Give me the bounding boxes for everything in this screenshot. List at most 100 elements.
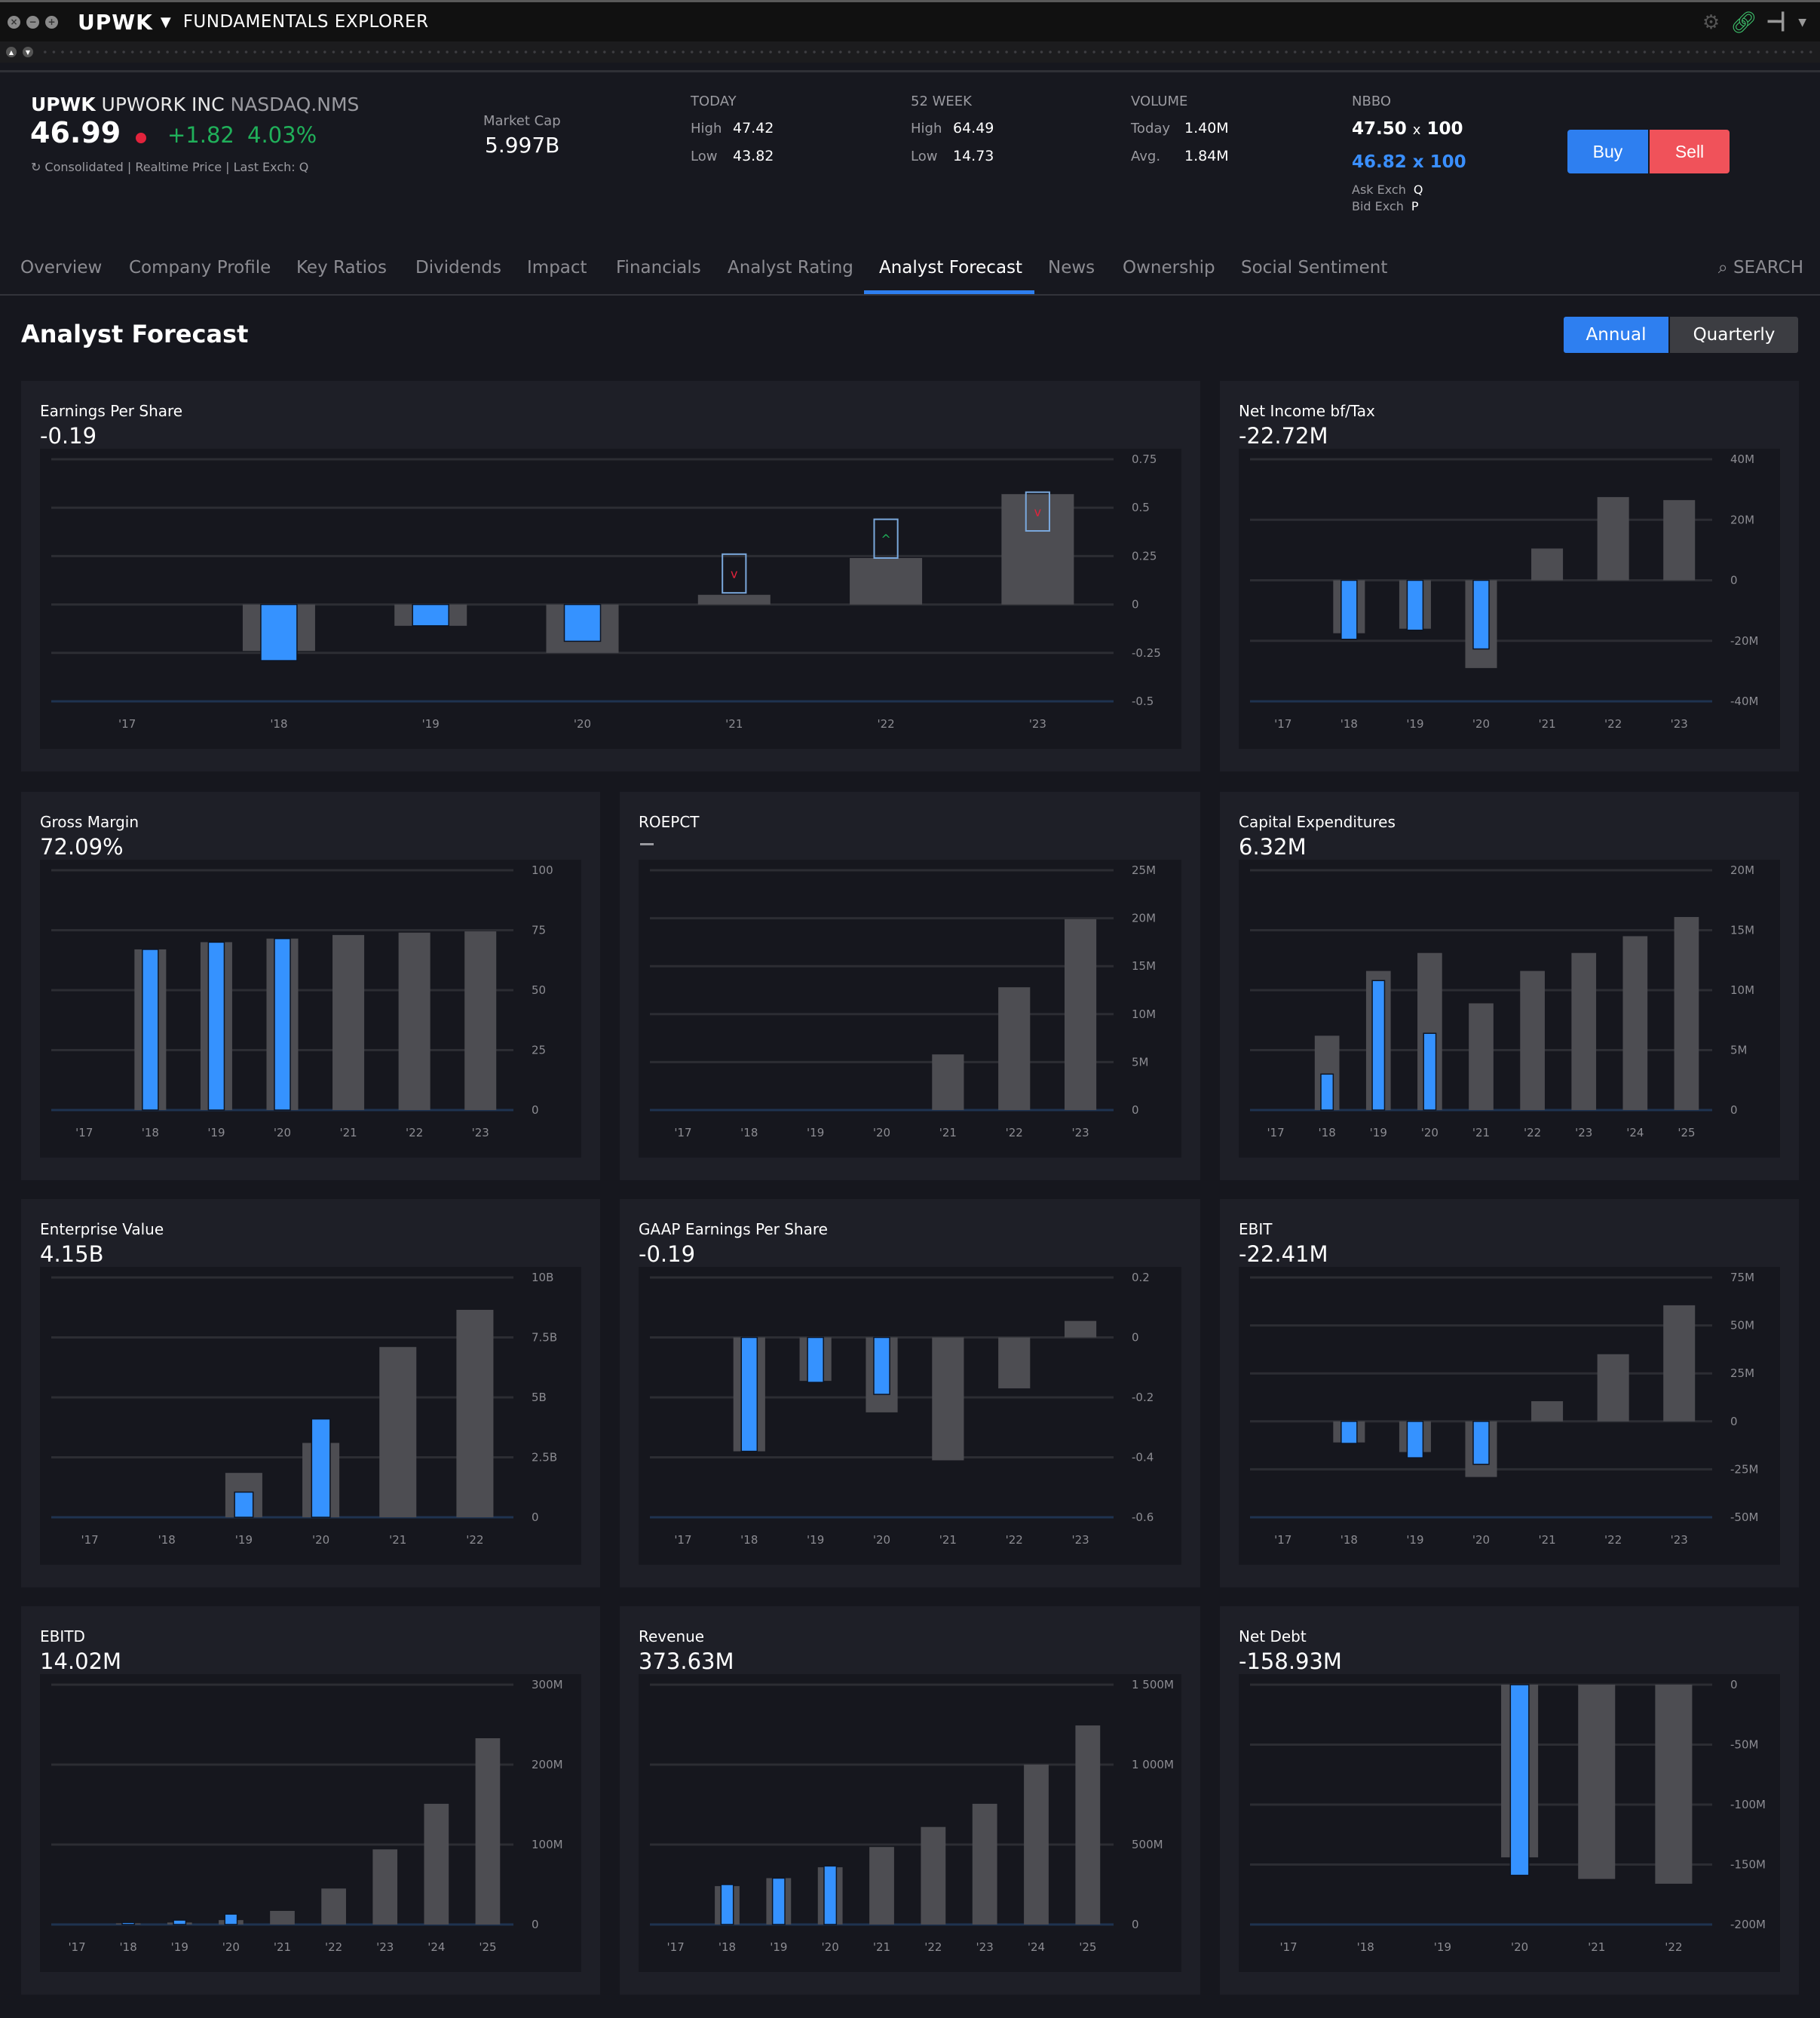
x-tick-label: '18: [270, 717, 287, 731]
estimate-bar[interactable]: [1597, 1354, 1629, 1421]
pin-dropdown-icon[interactable]: ▼: [1798, 16, 1806, 29]
close-window-icon[interactable]: ×: [8, 15, 20, 29]
y-tick-label: 10B: [532, 1271, 553, 1284]
annual-toggle[interactable]: Annual: [1564, 317, 1668, 353]
actual-bar[interactable]: [142, 949, 159, 1111]
estimate-bar[interactable]: [1571, 952, 1597, 1110]
estimate-bar[interactable]: [332, 934, 365, 1110]
tab-company-profile[interactable]: Company Profile: [129, 258, 271, 278]
estimate-bar[interactable]: [456, 1309, 494, 1517]
actual-bar[interactable]: [1406, 579, 1424, 631]
actual-bar[interactable]: [224, 1913, 238, 1925]
maximize-window-icon[interactable]: +: [45, 15, 58, 29]
estimate-bar[interactable]: [1520, 971, 1545, 1110]
actual-bar[interactable]: [807, 1336, 824, 1383]
estimate-bar[interactable]: [1075, 1725, 1101, 1924]
scroll-down-icon[interactable]: ▼: [23, 47, 33, 57]
actual-bar[interactable]: [1472, 579, 1490, 650]
estimate-bar[interactable]: [921, 1826, 946, 1924]
estimate-bar[interactable]: [972, 1803, 997, 1924]
estimate-bar[interactable]: [697, 594, 771, 605]
actual-bar[interactable]: [1340, 1421, 1358, 1444]
estimate-range-box[interactable]: [722, 553, 747, 594]
symbol-dropdown-icon[interactable]: ▼: [160, 14, 171, 30]
actual-bar[interactable]: [1371, 980, 1386, 1111]
tab-analyst-forecast[interactable]: Analyst Forecast: [879, 258, 1023, 278]
actual-bar[interactable]: [740, 1336, 758, 1452]
buy-button[interactable]: Buy: [1567, 130, 1648, 173]
tab-impact[interactable]: Impact: [527, 258, 587, 278]
estimate-bar[interactable]: [932, 1337, 964, 1461]
estimate-bar[interactable]: [270, 1910, 295, 1924]
actual-bar[interactable]: [563, 603, 602, 643]
toolbar-drag-handle[interactable]: [41, 51, 1817, 54]
actual-bar[interactable]: [823, 1865, 838, 1925]
tab-financials[interactable]: Financials: [616, 258, 701, 278]
estimate-bar[interactable]: [1024, 1765, 1049, 1924]
actual-bar[interactable]: [207, 941, 225, 1111]
estimate-bar[interactable]: [424, 1803, 449, 1924]
y-tick-label: 0: [1132, 598, 1139, 612]
sell-button[interactable]: Sell: [1650, 130, 1730, 173]
estimate-bar[interactable]: [869, 1847, 894, 1924]
actual-bar[interactable]: [873, 1336, 890, 1395]
estimate-bar[interactable]: [1469, 1003, 1494, 1110]
tab-social-sentiment[interactable]: Social Sentiment: [1241, 258, 1388, 278]
estimate-bar[interactable]: [1064, 1320, 1097, 1338]
estimate-bar[interactable]: [850, 557, 923, 605]
estimate-bar[interactable]: [1663, 500, 1696, 581]
estimate-bar[interactable]: [932, 1054, 964, 1110]
refresh-icon[interactable]: ↻: [31, 160, 41, 174]
actual-bar[interactable]: [1509, 1684, 1530, 1876]
actual-bar[interactable]: [412, 603, 449, 627]
settings-gear-icon[interactable]: ⚙: [1702, 11, 1720, 34]
estimate-bar[interactable]: [1597, 497, 1629, 581]
estimate-bar[interactable]: [372, 1849, 398, 1924]
estimate-bar[interactable]: [1674, 917, 1699, 1110]
estimate-bar[interactable]: [379, 1347, 417, 1517]
estimate-bar[interactable]: [998, 987, 1031, 1110]
estimate-bar[interactable]: [1578, 1685, 1616, 1879]
estimate-bar[interactable]: [398, 932, 430, 1110]
actual-bar[interactable]: [274, 937, 291, 1111]
tab-news[interactable]: News: [1048, 258, 1095, 278]
estimate-bar[interactable]: [475, 1738, 501, 1924]
tab-key-ratios[interactable]: Key Ratios: [296, 258, 388, 278]
actual-bar[interactable]: [260, 603, 298, 661]
actual-bar[interactable]: [121, 1921, 136, 1925]
estimate-range-box[interactable]: [873, 518, 899, 559]
actual-bar[interactable]: [1472, 1421, 1490, 1465]
pin-icon[interactable]: ━┫: [1767, 13, 1788, 32]
price-source-text: Consolidated | Realtime Price | Last Exc…: [44, 160, 309, 174]
estimate-bar[interactable]: [1663, 1305, 1696, 1421]
minimize-window-icon[interactable]: −: [26, 15, 39, 29]
actual-bar[interactable]: [1423, 1032, 1437, 1111]
scroll-up-icon[interactable]: ▲: [6, 47, 17, 57]
actual-bar[interactable]: [720, 1884, 734, 1925]
estimate-range-box[interactable]: [1025, 491, 1050, 532]
symbol-selector[interactable]: UPWK: [78, 9, 153, 35]
estimate-bar[interactable]: [998, 1337, 1031, 1389]
actual-bar[interactable]: [234, 1491, 254, 1518]
actual-bar[interactable]: [1320, 1073, 1334, 1111]
estimate-bar[interactable]: [1531, 1401, 1564, 1421]
estimate-bar[interactable]: [464, 931, 497, 1110]
estimate-bar[interactable]: [1064, 919, 1097, 1110]
tab-ownership[interactable]: Ownership: [1123, 258, 1215, 278]
actual-bar[interactable]: [771, 1877, 786, 1925]
estimate-bar[interactable]: [1531, 548, 1564, 581]
quarterly-toggle[interactable]: Quarterly: [1670, 317, 1798, 353]
estimate-bar[interactable]: [1622, 936, 1648, 1110]
estimate-bar[interactable]: [321, 1888, 346, 1924]
actual-bar[interactable]: [1340, 579, 1358, 640]
estimate-bar[interactable]: [1001, 494, 1074, 605]
actual-bar[interactable]: [311, 1418, 331, 1518]
tab-overview[interactable]: Overview: [20, 258, 103, 278]
link-icon[interactable]: 🔗︎: [1730, 10, 1757, 35]
estimate-bar[interactable]: [1655, 1685, 1693, 1884]
tab-analyst-rating[interactable]: Analyst Rating: [728, 258, 853, 278]
actual-bar[interactable]: [1406, 1421, 1424, 1458]
actual-bar[interactable]: [173, 1919, 187, 1925]
tab-dividends[interactable]: Dividends: [415, 258, 502, 278]
search-button[interactable]: ⌕ SEARCH: [1718, 258, 1803, 278]
